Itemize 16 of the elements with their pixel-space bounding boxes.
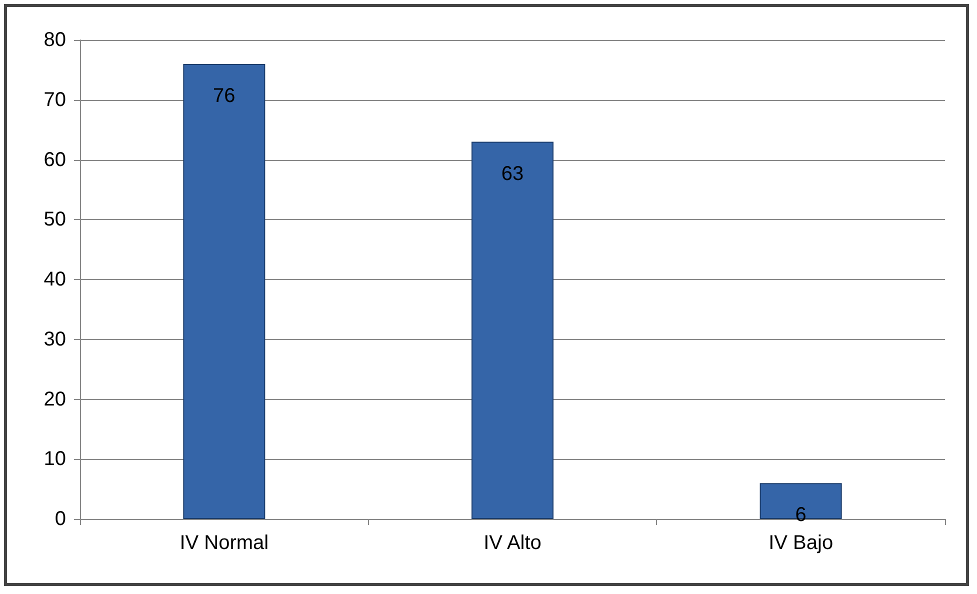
y-tick-label: 60 <box>44 148 66 171</box>
y-tick-label: 70 <box>44 88 66 111</box>
data-label: 76 <box>213 84 236 107</box>
y-tick-label: 30 <box>44 328 66 350</box>
bar <box>472 142 554 519</box>
data-label: 63 <box>501 162 524 185</box>
y-tick-label: 50 <box>44 208 66 231</box>
y-tick-label: 20 <box>44 388 66 410</box>
y-tick-label: 0 <box>54 508 66 530</box>
y-tick-label: 80 <box>44 29 66 51</box>
y-tick-label: 10 <box>44 448 66 470</box>
x-tick-label: IV Alto <box>484 532 542 554</box>
x-tick-label: IV Bajo <box>768 532 834 554</box>
y-tick-label: 40 <box>44 268 66 290</box>
bar <box>183 64 266 519</box>
x-tick-label: IV Normal <box>180 532 269 554</box>
